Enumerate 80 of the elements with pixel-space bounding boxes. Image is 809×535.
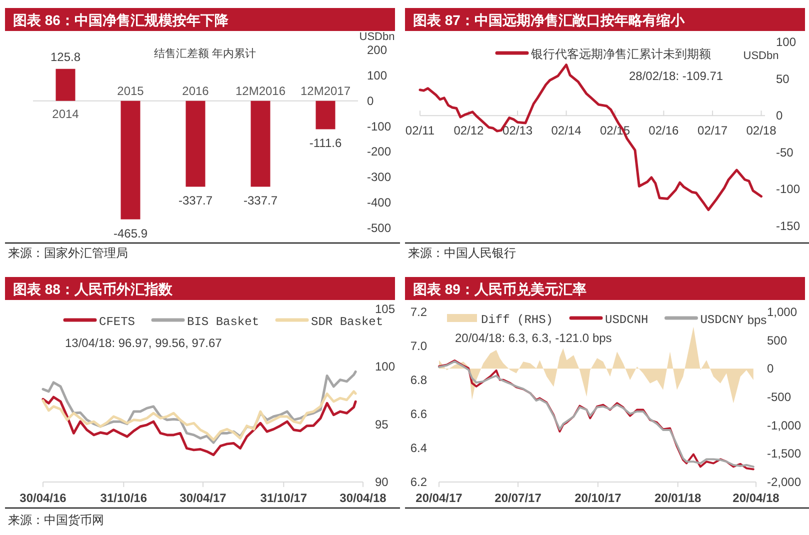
annotation: 28/02/18: -109.71 — [629, 69, 724, 83]
chart-title: 图表 87：中国远期净售汇敞口按年略有缩小 — [413, 12, 686, 28]
x-tick-label: 31/10/17 — [260, 491, 308, 505]
y2-tick-label: -1,500 — [767, 446, 802, 461]
y-tick-label: 6.8 — [410, 373, 428, 387]
source-note: 来源：国家外汇管理局 — [8, 246, 128, 260]
legend-label: USDCNY — [700, 313, 744, 327]
x-tick-label: 2016 — [182, 84, 210, 98]
y-tick-label: 6.4 — [410, 441, 428, 455]
line-series — [42, 396, 357, 456]
annotation: 13/04/18: 96.97, 99.56, 97.67 — [65, 336, 222, 350]
x-tick-label: 2014 — [52, 106, 80, 121]
y-tick-label: 50 — [776, 72, 790, 86]
data-label: -465.9 — [113, 226, 148, 240]
data-label: -111.6 — [309, 136, 342, 150]
data-label: -337.7 — [243, 194, 278, 208]
data-label: -337.7 — [178, 194, 213, 208]
y-tick-label: -300 — [367, 170, 392, 184]
chart-subtitle: 结售汇差额 年内累计 — [154, 47, 256, 60]
y-tick-label: -200 — [367, 144, 392, 159]
x-tick-label: 12M2016 — [235, 84, 286, 98]
x-tick-label: 2015 — [117, 84, 144, 98]
x-tick-label: 20/04/17 — [416, 491, 463, 505]
y-tick-label: -500 — [367, 221, 392, 235]
legend-label: CFETS — [99, 315, 136, 329]
source-note: 来源：中国人民银行 — [408, 246, 516, 260]
x-tick-label: 30/04/16 — [20, 491, 67, 505]
y-tick-label: -150 — [776, 219, 800, 233]
x-tick-label: 30/04/18 — [340, 491, 387, 505]
y2-tick-label: 1,000 — [767, 305, 798, 319]
data-label: 125.8 — [50, 50, 81, 64]
x-tick-label: 02/12 — [454, 124, 484, 138]
y-axis-title: USDbn — [743, 50, 779, 62]
source-note: 来源：中国货币网 — [8, 513, 104, 527]
y-tick-label: -50 — [776, 145, 794, 160]
x-tick-label: 02/13 — [502, 124, 533, 138]
legend-label: USDCNH — [605, 313, 648, 327]
y2-tick-label: -2,000 — [767, 475, 802, 489]
y-tick-label: 90 — [375, 475, 389, 489]
y-tick-label: -100 — [776, 182, 800, 196]
x-tick-label: 02/11 — [405, 124, 435, 138]
y-tick-label: 0 — [776, 108, 783, 123]
y2-tick-label: 0 — [767, 362, 774, 376]
y-tick-label: 7.2 — [410, 305, 428, 319]
y-tick-label: 100 — [367, 68, 388, 82]
legend-label: Diff (RHS) — [481, 313, 554, 327]
x-tick-label: 20/07/17 — [494, 491, 542, 505]
y-tick-label: 6.2 — [410, 475, 428, 489]
y-axis-title: USDbn — [359, 31, 395, 43]
legend-label: 银行代客远期净售汇累计未到期额 — [530, 47, 711, 61]
y-tick-label: 105 — [375, 302, 396, 316]
y-tick-label: 95 — [375, 417, 389, 432]
annotation: 20/04/18: 6.3, 6.3, -121.0 bps — [455, 331, 612, 345]
y-tick-label: -400 — [367, 196, 392, 210]
x-tick-label: 30/04/17 — [180, 491, 227, 505]
y-tick-label: 100 — [776, 35, 796, 49]
y-tick-label: -100 — [367, 119, 392, 134]
legend-label: BIS Basket — [187, 315, 260, 329]
legend-label: SDR Basket — [311, 315, 384, 329]
x-tick-label: 02/14 — [551, 124, 582, 138]
y2-tick-label: 500 — [767, 333, 788, 348]
line-series — [42, 390, 357, 442]
y2-axis-title: bps — [747, 313, 767, 327]
x-tick-label: 12M2017 — [300, 84, 351, 98]
x-tick-label: 02/18 — [746, 124, 777, 138]
chart-title: 图表 89：人民币兑美元汇率 — [413, 281, 586, 297]
x-tick-label: 02/17 — [698, 124, 728, 138]
x-tick-label: 20/04/18 — [732, 491, 780, 505]
x-tick-label: 02/16 — [648, 124, 680, 138]
x-tick-label: 31/10/16 — [100, 491, 148, 505]
y2-tick-label: -1,000 — [767, 418, 802, 432]
y-tick-label: 0 — [367, 94, 374, 108]
x-tick-label: 20/01/18 — [654, 491, 702, 505]
chart-title: 图表 86：中国净售汇规模按年下降 — [13, 12, 230, 28]
y-tick-label: 200 — [367, 43, 388, 57]
y-tick-label: 6.6 — [410, 407, 428, 421]
chart-title: 图表 88：人民币外汇指数 — [13, 281, 174, 297]
y-tick-label: 7.0 — [410, 339, 428, 353]
y-tick-label: 100 — [375, 360, 396, 374]
x-tick-label: 20/10/17 — [574, 491, 622, 505]
